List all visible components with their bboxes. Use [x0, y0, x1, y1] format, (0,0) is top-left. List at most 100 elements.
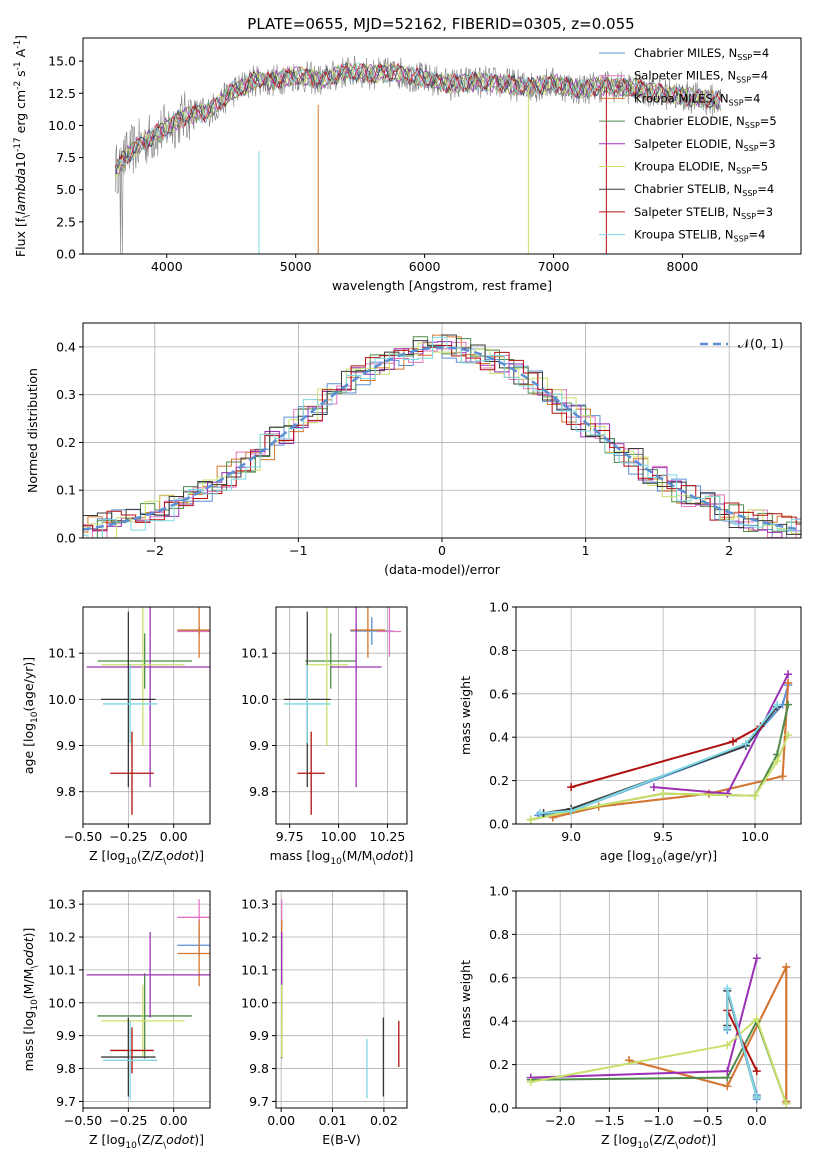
- x-tick-label: 10.25: [370, 829, 406, 844]
- x-tick-label: −0.5: [692, 1113, 722, 1128]
- mass-weight-line: [530, 958, 758, 1079]
- chart-mass-age: 9.75 10.00 10.25 9.8 9.9 10.0 10.1 mass [log10​…: [241, 606, 414, 867]
- y-tick-label: 5.0: [56, 182, 76, 197]
- x-tick-label: 1: [582, 543, 590, 558]
- normal-reference-curve: [83, 346, 801, 531]
- y-tick-label: 9.8: [56, 784, 76, 799]
- y-tick-label: 0.0: [489, 1101, 509, 1116]
- y-tick-label: 10.0: [48, 692, 76, 707]
- chart-spectrum: 4000 5000 6000 7000 8000 0.0 2.5 5.0 7.5 10.0 12.5…: [13, 35, 802, 293]
- x-tick-label: −2.0: [545, 1113, 575, 1128]
- figure-title: PLATE=0655, MJD=52162, FIBERID=0305, z=0…: [247, 15, 634, 33]
- plot-area: [86, 607, 210, 815]
- y-tick-label: 10.0: [241, 995, 269, 1010]
- legend-entry: Salpeter ELODIE, NSSP=3: [634, 137, 776, 153]
- plot-area: [86, 899, 210, 1100]
- model-spectrum-line: [114, 62, 722, 173]
- x-tick-label: −1.5: [594, 1113, 624, 1128]
- mass-weight-marker: [723, 1023, 732, 1032]
- y-tick-label: 0.0: [56, 247, 76, 262]
- y-axis-label: Flux [f\​lambda10-17​ erg cm-2​ s-1​ A-1…: [13, 35, 32, 257]
- y-tick-label: 0.0: [489, 817, 509, 832]
- legend-entry: Chabrier ELODIE, NSSP=5: [634, 114, 777, 130]
- chart-ebv-mass: 0.00 0.01 0.02 9.7 9.8 9.9 10.0 10.1 10.2 10.3 E(B…: [241, 890, 408, 1147]
- legend-entry: Chabrier MILES, NSSP=4: [634, 46, 769, 62]
- y-tick-label: 9.8: [56, 1061, 76, 1076]
- x-tick-label: 10.00: [321, 829, 357, 844]
- chart-z-mass: −0.50 −0.25 0.00 9.7 9.8 9.9 10.0 10.1 10.2 10.3 Z…: [21, 890, 211, 1151]
- legend-entry: Chabrier STELIB, NSSP=4: [634, 182, 774, 198]
- legend-entry: Salpeter STELIB, NSSP=3: [634, 205, 773, 221]
- y-axis-label: mass [log10​(M/M\​odot)]: [21, 928, 40, 1072]
- mass-weight-marker: [782, 1099, 791, 1108]
- mass-weight-line: [539, 704, 778, 815]
- x-axis-label: age [log10​(age/yr)]: [600, 848, 717, 867]
- model-spectrum-line: [114, 61, 722, 174]
- plot-area: [114, 55, 722, 254]
- legend-entry: Kroupa STELIB, NSSP=4: [634, 228, 765, 244]
- model-spectrum-line: [114, 62, 722, 168]
- mass-weight-marker: [649, 783, 658, 792]
- chart-mw-z: −2.0 −1.5 −1.0 −0.5 0.0 0.0 0.2 0.4 0.6 0.8 1.0 Z […: [458, 884, 802, 1151]
- y-axis-label: age [log10​(age/yr)]: [21, 657, 40, 774]
- mass-weight-marker: [752, 1093, 761, 1102]
- x-tick-label: 0: [438, 543, 446, 558]
- x-axis-label: mass [log10​(M/M\​odot)]: [270, 848, 414, 867]
- mass-weight-marker: [728, 737, 737, 746]
- y-tick-label: 10.1: [48, 962, 76, 977]
- y-tick-label: 10.3: [48, 897, 76, 912]
- y-tick-label: 12.5: [48, 86, 76, 101]
- y-tick-label: 9.9: [56, 1028, 76, 1043]
- mass-weight-line: [552, 682, 790, 819]
- mass-weight-line: [530, 1017, 788, 1104]
- model-spectrum-line: [114, 62, 722, 167]
- mass-weight-marker: [741, 739, 750, 748]
- y-tick-label: 9.9: [249, 1028, 269, 1043]
- x-tick-label: 9.75: [276, 829, 304, 844]
- x-tick-label: −2: [146, 543, 164, 558]
- x-tick-label: 8000: [667, 259, 699, 274]
- x-tick-label: −0.25: [109, 1113, 147, 1128]
- residual-histogram: [83, 334, 801, 535]
- x-tick-label: 0.0: [747, 1113, 767, 1128]
- y-tick-label: 10.1: [241, 962, 269, 977]
- y-tick-label: 0.2: [489, 773, 509, 788]
- x-tick-label: −0.50: [64, 1113, 102, 1128]
- mass-weight-marker: [784, 678, 793, 687]
- x-axis-label: E(B-V): [322, 1132, 361, 1147]
- y-tick-label: 0.2: [56, 435, 76, 450]
- mass-weight-marker: [526, 1077, 535, 1086]
- x-tick-label: 2: [725, 543, 733, 558]
- y-tick-label: 10.1: [48, 646, 76, 661]
- x-tick-label: 0.00: [160, 1113, 188, 1128]
- x-tick-label: 0.00: [160, 829, 188, 844]
- residual-histogram: [83, 334, 801, 535]
- mass-weight-marker: [773, 700, 782, 709]
- mass-weight-marker: [773, 757, 782, 766]
- mass-weight-marker: [751, 791, 760, 800]
- mass-weight-marker: [705, 789, 714, 798]
- mass-weight-marker: [723, 789, 732, 798]
- y-tick-label: 1.0: [489, 600, 509, 615]
- y-axis-label: mass weight: [458, 676, 473, 755]
- mass-weight-marker: [567, 806, 576, 815]
- legend-entry: Kroupa MILES, NSSP=4: [634, 91, 760, 107]
- axes-frame: [275, 606, 408, 825]
- x-axis-label: wavelength [Angstrom, rest frame]: [332, 278, 552, 293]
- y-tick-label: 10.2: [241, 930, 269, 945]
- y-tick-label: 0.6: [489, 970, 509, 985]
- plot-area: [526, 670, 793, 824]
- y-tick-label: 15.0: [48, 54, 76, 69]
- y-tick-label: 10.0: [48, 995, 76, 1010]
- y-tick-label: 0.4: [56, 339, 76, 354]
- y-tick-label: 9.8: [249, 1061, 269, 1076]
- mass-weight-line: [543, 706, 778, 815]
- y-tick-label: 9.8: [249, 784, 269, 799]
- y-tick-label: 0.2: [489, 1057, 509, 1072]
- chart-residuals: −2 −1 0 1 2 0.0 0.1 0.2 0.3 0.4 (data-model)/error…: [25, 322, 802, 577]
- axes-frame: [515, 606, 802, 825]
- mass-weight-line: [726, 988, 758, 1098]
- residual-histogram: [83, 344, 801, 531]
- legend-entry: Salpeter MILES, NSSP=4: [634, 69, 768, 85]
